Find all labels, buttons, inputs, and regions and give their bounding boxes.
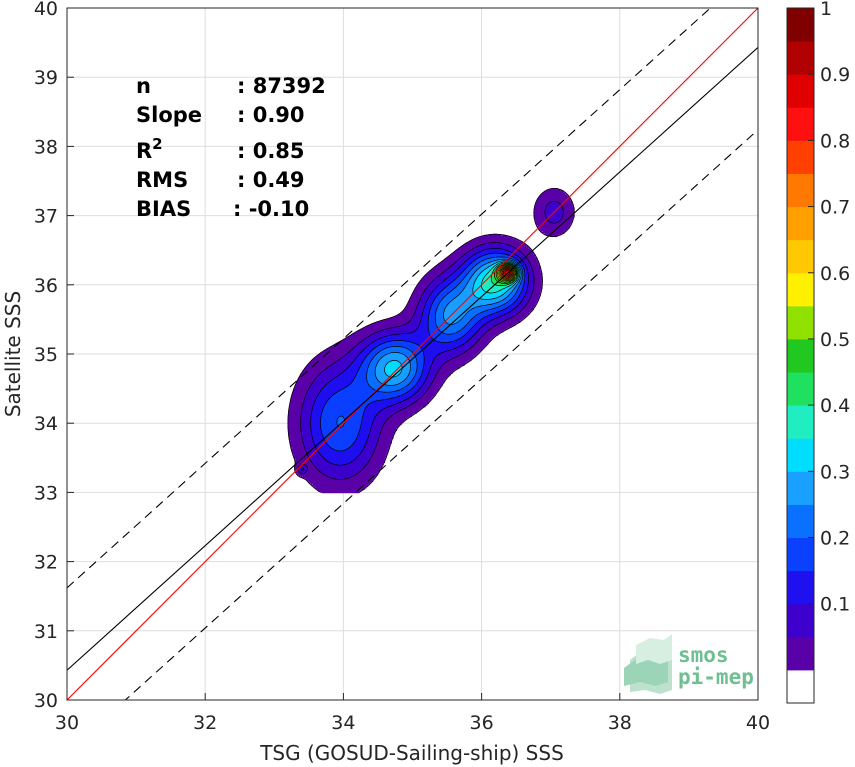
- colorbar-segment-18: [787, 74, 814, 108]
- density-contour-line-4: [320, 252, 526, 452]
- ref-line-one-to-one: [67, 8, 758, 700]
- colorbar-segment-19: [787, 41, 814, 75]
- y-tick-label-0: 30: [34, 690, 58, 712]
- colorbar-segment-7: [787, 438, 814, 472]
- colorbar-segment-13: [787, 239, 814, 274]
- colorbar-segment-3: [787, 570, 814, 605]
- density-contour-line-1: [287, 187, 575, 493]
- density-contour-line-9: [490, 262, 519, 286]
- stat-r2-letter: R: [136, 139, 152, 163]
- stat-rms-label: RMS: [136, 168, 188, 192]
- y-tick-label-10: 40: [34, 0, 58, 20]
- stats-box: n : 87392 Slope : 0.90 R2 : 0.85 RMS : 0…: [136, 74, 326, 221]
- colorbar-segment-6: [787, 471, 814, 505]
- ref-line-upper-bound: [67, 8, 712, 589]
- logo-waves-icon: [624, 634, 672, 694]
- y-tick-label-5: 35: [34, 344, 58, 366]
- density-contour-line-13: [498, 265, 515, 281]
- colorbar: 0.1 0.2 0.3 0.4 0.5 0.6 0.7 0.8 0.9 1: [786, 0, 850, 704]
- x-axis-label: TSG (GOSUD-Sailing-ship) SSS: [259, 741, 564, 765]
- y-axis-ticks: 30 31 32 33 34 35 36 37 38 39 40: [34, 0, 74, 712]
- y-tick-label-6: 36: [34, 275, 58, 297]
- colorbar-tick-label-6: 0.7: [820, 197, 850, 219]
- colorbar-tick-label-8: 0.9: [820, 64, 850, 86]
- colorbar-segment-16: [787, 140, 814, 174]
- stat-rms-value: : 0.49: [237, 168, 305, 192]
- x-tick-label-5: 40: [746, 712, 770, 734]
- y-tick-label-9: 39: [34, 67, 58, 89]
- colorbar-segment-15: [787, 173, 814, 208]
- density-contour-line-14: [499, 266, 515, 280]
- y-axis-label: Satellite SSS: [1, 291, 25, 417]
- y-tick-label-4: 34: [34, 413, 58, 435]
- colorbar-tick-label-1: 0.2: [820, 528, 850, 550]
- colorbar-tick-label-7: 0.8: [820, 130, 850, 152]
- x-axis-ticks: 30 32 34 36 38 40: [55, 693, 770, 734]
- density-contour-line-3: [300, 248, 529, 471]
- colorbar-frame: [786, 7, 815, 704]
- colorbar-tick-label-9: 1: [820, 0, 832, 20]
- x-tick-label-1: 32: [193, 712, 217, 734]
- colorbar-segment-10: [787, 338, 814, 373]
- logo-text-pimep: pi-mep: [678, 665, 754, 689]
- logo-text-smos: smos: [678, 643, 729, 667]
- colorbar-segment-9: [787, 372, 814, 406]
- y-tick-label-8: 38: [34, 136, 58, 158]
- smos-pimep-logo: smos pi-mep: [624, 634, 754, 694]
- x-tick-label-3: 36: [470, 712, 494, 734]
- density-contour-line-7: [384, 260, 521, 378]
- colorbar-segment-4: [787, 537, 814, 572]
- colorbar-segment-12: [787, 272, 814, 307]
- ref-line-regression: [67, 47, 758, 671]
- colorbar-segment-0: [787, 669, 814, 704]
- x-tick-label-0: 30: [55, 712, 79, 734]
- colorbar-tick-label-3: 0.4: [820, 395, 850, 417]
- colorbar-segment-14: [787, 206, 814, 241]
- colorbar-segment-11: [787, 305, 814, 340]
- grid: [66, 7, 759, 701]
- reference-lines: [67, 8, 758, 700]
- ref-line-lower-bound: [124, 129, 758, 700]
- density-contour-line-2: [297, 200, 564, 480]
- y-tick-label-1: 31: [34, 621, 58, 643]
- density-contour-line-10: [494, 263, 518, 284]
- y-tick-label-7: 37: [34, 206, 58, 228]
- stat-n-label: n: [136, 74, 151, 98]
- colorbar-tick-label-4: 0.5: [820, 329, 850, 351]
- colorbar-segment-1: [787, 636, 814, 671]
- y-tick-label-2: 32: [34, 552, 58, 574]
- y-tick-label-3: 33: [34, 482, 58, 504]
- colorbar-tick-label-5: 0.6: [820, 263, 850, 285]
- x-tick-label-4: 38: [608, 712, 632, 734]
- x-tick-label-2: 34: [331, 712, 355, 734]
- stat-bias-label: BIAS: [136, 197, 191, 221]
- colorbar-segment-5: [787, 504, 814, 539]
- stat-slope-value: : 0.90: [237, 103, 305, 127]
- stat-r2-value: : 0.85: [237, 139, 305, 163]
- colorbar-tick-label-2: 0.3: [820, 461, 850, 483]
- colorbar-tick-label-0: 0.1: [820, 594, 850, 616]
- colorbar-segment-17: [787, 107, 814, 141]
- colorbar-segment-8: [787, 405, 814, 439]
- stat-n-value: : 87392: [237, 74, 326, 98]
- density-contours: [287, 187, 575, 494]
- colorbar-segment-2: [787, 603, 814, 638]
- stat-bias-value: : -0.10: [233, 197, 309, 221]
- stat-slope-label: Slope: [136, 103, 202, 127]
- density-contour-line-8: [481, 261, 520, 294]
- stat-r2-superscript: 2: [152, 135, 162, 153]
- colorbar-segment-20: [787, 8, 814, 42]
- stat-r2-label: R2: [136, 135, 163, 163]
